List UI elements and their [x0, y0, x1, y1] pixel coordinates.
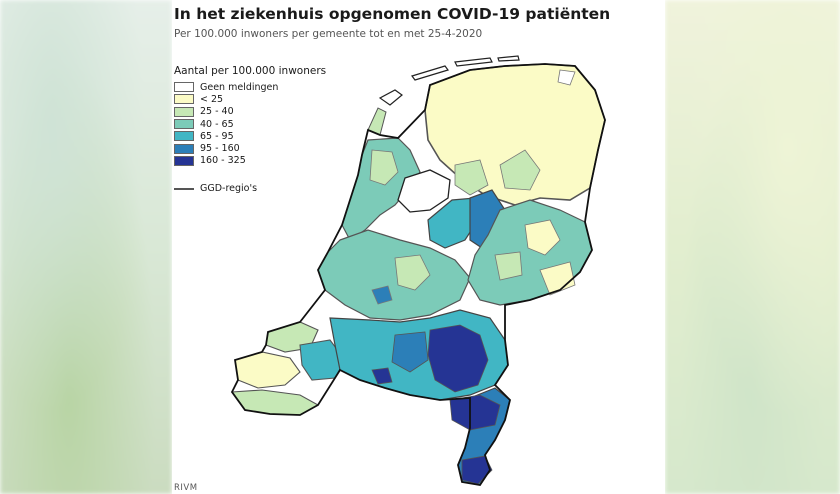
infographic-panel: In het ziekenhuis opgenomen COVID-19 pat… — [172, 0, 665, 494]
legend-item: 160 - 325 — [174, 155, 326, 167]
region-line-label: GGD-regio's — [200, 183, 258, 195]
legend-label: 25 - 40 — [200, 106, 234, 118]
region-drenthe-green — [499, 149, 541, 191]
legend-title: Aantal per 100.000 inwoners — [174, 65, 327, 77]
legend-item: Geen meldingen — [174, 81, 326, 93]
legend-region-line: GGD-regio's — [174, 183, 326, 194]
region-brabant-hotspot — [427, 324, 489, 393]
region-brabant-dark — [391, 331, 429, 373]
region-brabant-small — [371, 367, 393, 385]
region-zh-dark-spot — [371, 285, 393, 305]
legend-item: 40 - 65 — [174, 118, 326, 130]
region-groningen-white — [557, 69, 576, 86]
background-left — [0, 0, 172, 494]
region-east-light — [494, 251, 523, 281]
region-east-yellow-2 — [539, 261, 576, 296]
legend-label: 95 - 160 — [200, 143, 240, 155]
region-utrecht-light — [394, 254, 431, 291]
page-title: In het ziekenhuis opgenomen COVID-19 pat… — [174, 5, 611, 23]
legend-label: 65 - 95 — [200, 130, 234, 142]
legend-swatch — [174, 106, 194, 117]
island-vlieland — [411, 65, 449, 81]
legend-item: 95 - 160 — [174, 142, 326, 154]
region-line-icon — [174, 187, 194, 190]
region-east-yellow — [524, 219, 561, 256]
legend-item: 65 - 95 — [174, 130, 326, 142]
background-right — [665, 0, 840, 494]
source-credit: RIVM — [174, 483, 198, 493]
region-limburg-hotspot — [449, 394, 501, 431]
legend-label: 40 - 65 — [200, 118, 234, 130]
country-outline — [230, 63, 606, 486]
legend-item: < 25 — [174, 93, 326, 105]
page-subtitle: Per 100.000 inwoners per gemeente tot en… — [174, 28, 483, 40]
legend-label: < 25 — [200, 93, 224, 105]
legend-swatch — [174, 119, 194, 130]
legend-swatch — [174, 82, 194, 93]
water-ijsselmeer — [397, 169, 451, 213]
region-friesland-green — [454, 159, 489, 196]
region-noord-holland-light — [369, 149, 399, 186]
island-terschelling — [454, 57, 493, 67]
legend-swatch — [174, 131, 194, 142]
island-ameland — [497, 55, 520, 62]
legend-label: Geen meldingen — [200, 81, 279, 93]
legend-label: 160 - 325 — [200, 155, 246, 167]
legend-swatch — [174, 143, 194, 154]
netherlands-map — [230, 55, 606, 486]
legend-item: 25 - 40 — [174, 106, 326, 118]
legend: Aantal per 100.000 inwoners Geen melding… — [174, 65, 326, 194]
region-zeeland-mid — [234, 351, 301, 389]
legend-swatch — [174, 155, 194, 166]
island-texel — [378, 89, 403, 106]
legend-swatch — [174, 94, 194, 105]
